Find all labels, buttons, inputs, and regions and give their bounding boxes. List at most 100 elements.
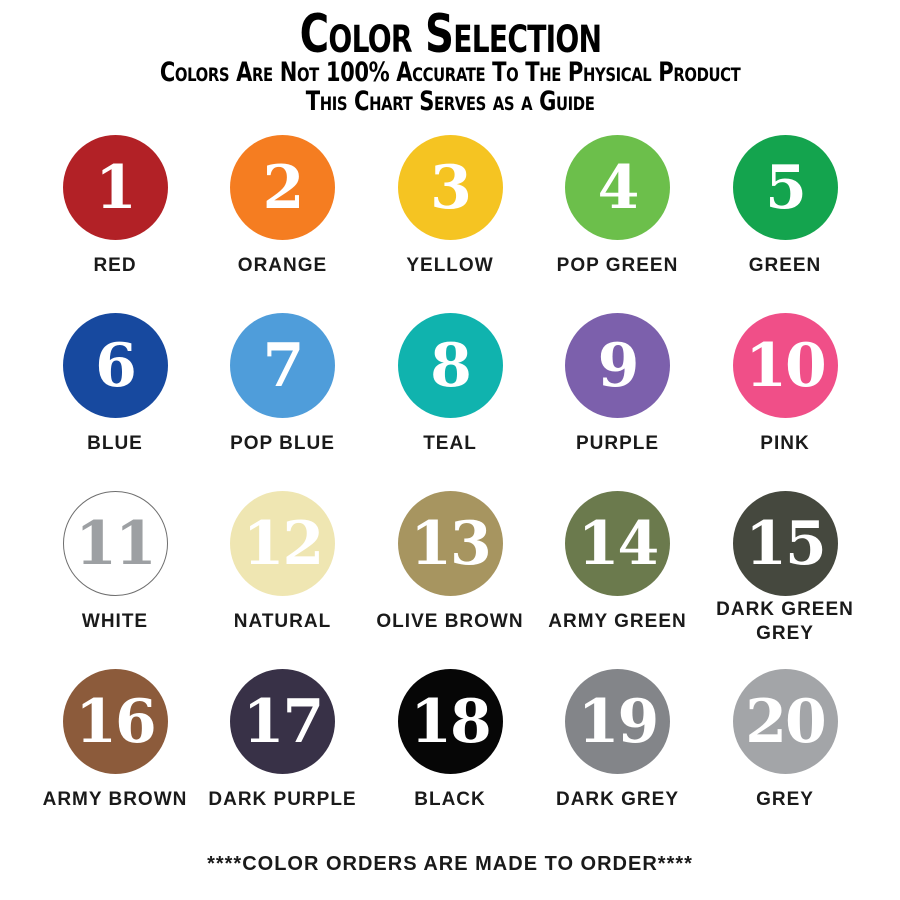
- color-swatch-white: 11 WHITE: [31, 491, 199, 669]
- color-circle-orange[interactable]: 2: [230, 135, 335, 240]
- color-swatch-olive-brown: 13 OLIVE BROWN: [366, 491, 534, 669]
- color-circle-army-green[interactable]: 14: [565, 491, 670, 596]
- color-swatch-pink: 10 PINK: [701, 313, 869, 491]
- color-label: DARK PURPLE: [208, 789, 357, 810]
- color-circle-olive-brown[interactable]: 13: [397, 491, 503, 596]
- color-label-area: ARMY BROWN: [25, 774, 205, 826]
- color-circle-dark-grey[interactable]: 19: [565, 669, 670, 774]
- color-circle-pink[interactable]: 10: [732, 313, 838, 418]
- color-swatch-grey: 20 GREY: [701, 669, 869, 847]
- subtitle-line-1: Colors Are Not 100% Accurate To The Phys…: [159, 57, 741, 88]
- color-number: 3: [430, 152, 472, 223]
- color-circle-green[interactable]: 5: [732, 135, 838, 240]
- page-title: Color Selection: [299, 4, 601, 65]
- color-label: RED: [93, 255, 137, 276]
- subtitle-line-2: This Chart Serves as a Guide: [305, 86, 595, 117]
- color-label: ORANGE: [237, 255, 328, 276]
- color-label: ARMY GREEN: [548, 611, 687, 632]
- color-circle-army-brown[interactable]: 16: [62, 669, 168, 774]
- color-number: 12: [242, 508, 324, 579]
- color-swatch-dark-grey: 19 DARK GREY: [534, 669, 702, 847]
- color-label: PINK: [760, 433, 810, 454]
- color-swatch-teal: 8 TEAL: [366, 313, 534, 491]
- color-swatch-dark-purple: 17 DARK PURPLE: [199, 669, 367, 847]
- color-number: 15: [745, 508, 826, 579]
- color-label-area: DARK GREEN GREY: [695, 596, 875, 648]
- color-number: 20: [745, 686, 826, 757]
- color-label-area: GREY: [695, 774, 875, 826]
- color-number: 13: [410, 508, 491, 579]
- color-label: WHITE: [81, 611, 149, 632]
- color-label-area: PURPLE: [528, 418, 708, 470]
- color-label: GREEN: [748, 255, 822, 276]
- color-label-area: TEAL: [360, 418, 540, 470]
- color-number: 14: [577, 508, 659, 579]
- color-label: DARK GREY: [555, 789, 679, 810]
- color-number: 11: [75, 508, 156, 579]
- color-label-area: PINK: [695, 418, 875, 470]
- color-label-area: DARK PURPLE: [193, 774, 373, 826]
- color-label: PURPLE: [575, 433, 660, 454]
- color-circle-pop-green[interactable]: 4: [565, 135, 670, 240]
- color-circle-white[interactable]: 11: [62, 491, 168, 596]
- footer: ****COLOR ORDERS ARE MADE TO ORDER****: [0, 853, 900, 876]
- color-number: 1: [95, 152, 137, 223]
- color-circle-black[interactable]: 18: [397, 669, 503, 774]
- color-label-area: NATURAL: [193, 596, 373, 648]
- color-label: POP BLUE: [230, 433, 335, 454]
- color-swatch-pop-green: 4 POP GREEN: [534, 135, 702, 313]
- footer-note: ****COLOR ORDERS ARE MADE TO ORDER****: [207, 853, 693, 875]
- color-number: 16: [75, 686, 156, 757]
- color-swatch-yellow: 3 YELLOW: [366, 135, 534, 313]
- color-swatch-dark-green-grey: 15 DARK GREEN GREY: [701, 491, 869, 669]
- color-label-area: RED: [25, 240, 205, 292]
- color-label: TEAL: [423, 433, 477, 454]
- color-circle-teal[interactable]: 8: [397, 313, 503, 418]
- color-swatch-green: 5 GREEN: [701, 135, 869, 313]
- color-swatch-army-brown: 16 ARMY BROWN: [31, 669, 199, 847]
- color-label-area: ORANGE: [193, 240, 373, 292]
- color-label-area: DARK GREY: [528, 774, 708, 826]
- color-label: BLUE: [87, 433, 143, 454]
- color-label: OLIVE BROWN: [376, 611, 524, 632]
- color-label-area: POP BLUE: [193, 418, 373, 470]
- color-circle-yellow[interactable]: 3: [397, 135, 503, 240]
- color-number: 4: [597, 152, 640, 223]
- color-label: YELLOW: [406, 255, 494, 276]
- color-label: DARK GREEN GREY: [716, 599, 854, 644]
- color-swatch-army-green: 14 ARMY GREEN: [534, 491, 702, 669]
- color-swatch-natural: 12 NATURAL: [199, 491, 367, 669]
- color-number: 5: [765, 152, 807, 223]
- color-number: 6: [95, 330, 137, 401]
- color-number: 9: [597, 330, 640, 401]
- color-label: BLACK: [414, 789, 486, 810]
- color-circle-dark-green-grey[interactable]: 15: [732, 491, 838, 596]
- color-number: 2: [262, 152, 305, 223]
- color-number: 19: [577, 686, 659, 757]
- color-circle-red[interactable]: 1: [62, 135, 168, 240]
- color-circle-natural[interactable]: 12: [230, 491, 335, 596]
- color-swatch-red: 1 RED: [31, 135, 199, 313]
- color-label-area: BLACK: [360, 774, 540, 826]
- color-number: 18: [410, 686, 491, 757]
- color-swatch-pop-blue: 7 POP BLUE: [199, 313, 367, 491]
- color-label: NATURAL: [233, 611, 332, 632]
- color-swatch-orange: 2 ORANGE: [199, 135, 367, 313]
- color-swatch-purple: 9 PURPLE: [534, 313, 702, 491]
- color-label: POP GREEN: [556, 255, 679, 276]
- color-label: GREY: [756, 789, 814, 810]
- color-label-area: GREEN: [695, 240, 875, 292]
- color-swatch-black: 18 BLACK: [366, 669, 534, 847]
- color-label-area: ARMY GREEN: [528, 596, 708, 648]
- color-circle-purple[interactable]: 9: [565, 313, 670, 418]
- color-swatch-blue: 6 BLUE: [31, 313, 199, 491]
- color-circle-grey[interactable]: 20: [732, 669, 838, 774]
- color-number: 7: [262, 330, 305, 401]
- color-circle-dark-purple[interactable]: 17: [230, 669, 335, 774]
- color-circle-pop-blue[interactable]: 7: [230, 313, 335, 418]
- color-label-area: POP GREEN: [528, 240, 708, 292]
- color-number: 8: [430, 330, 472, 401]
- color-circle-blue[interactable]: 6: [62, 313, 168, 418]
- color-number: 10: [745, 330, 826, 401]
- chart-header: Color Selection Colors Are Not 100% Accu…: [0, 0, 900, 115]
